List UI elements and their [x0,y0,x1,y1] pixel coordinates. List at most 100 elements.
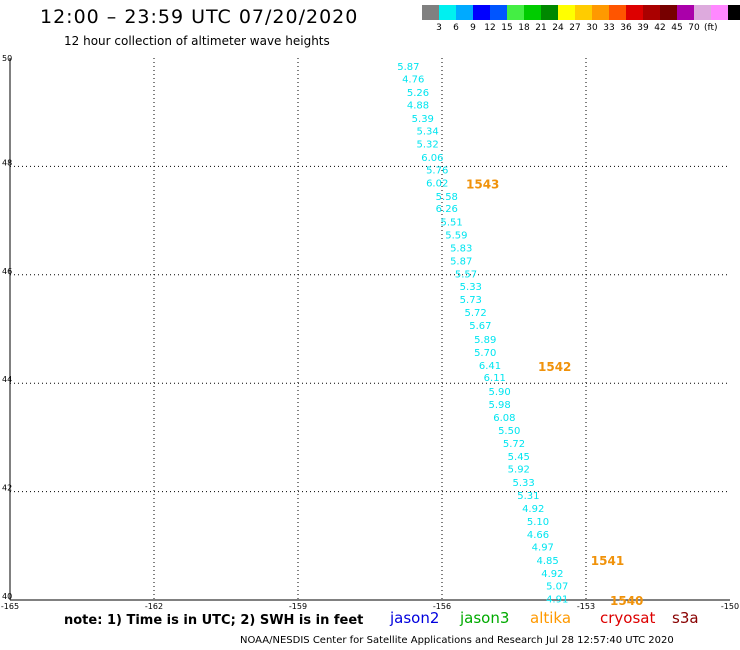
legend-swatch [728,5,740,20]
legend-label: 36 [620,23,632,33]
wave-height-value: 5.33 [512,478,534,489]
x-tick-label: -165 [1,602,19,611]
y-tick-label: 46 [2,267,12,276]
legend-swatch [422,5,439,20]
wave-height-value: 5.32 [416,140,438,151]
wave-height-value: 5.87 [450,257,472,268]
legend-swatch [541,5,558,20]
wave-height-value: 6.11 [484,373,506,384]
pass-number-label: 1543 [466,178,499,192]
wave-height-value: 5.59 [445,231,467,242]
legend-swatch [558,5,575,20]
wave-height-value: 5.72 [503,439,525,450]
wave-height-value: 5.34 [416,127,438,138]
legend-swatch [660,5,677,20]
satellite-jason3: jason3 [460,609,510,627]
wave-height-value: 5.31 [517,491,539,502]
wave-height-value: 5.51 [440,218,462,229]
legend-swatch [677,5,694,20]
pass-number-label: 1542 [538,360,571,374]
legend-label: 39 [637,23,649,33]
legend-swatch [439,5,456,20]
y-tick-label: 42 [2,484,12,493]
wave-height-value: 4.91 [546,594,568,605]
wave-height-value: 6.08 [493,413,515,424]
wave-height-value: 5.10 [527,517,549,528]
legend-swatch [524,5,541,20]
satellite-jason2: jason2 [390,609,440,627]
wave-height-value: 5.39 [412,114,434,125]
wave-height-value: 4.85 [536,556,558,567]
legend-swatch [592,5,609,20]
wave-height-value: 4.92 [541,569,563,580]
wave-height-value: 4.76 [402,75,424,86]
legend-label: 27 [569,23,581,33]
legend-swatch [490,5,507,20]
legend-swatch [456,5,473,20]
legend-label: 42 [654,23,666,33]
legend-label: 45 [671,23,683,33]
legend-swatch [575,5,592,20]
wave-height-value: 5.45 [508,452,530,463]
legend-label: 21 [535,23,547,33]
chart-subtitle: 12 hour collection of altimeter wave hei… [64,34,330,48]
wave-height-value: 5.33 [460,282,482,293]
pass-number-label: 1540 [610,594,643,608]
legend-label: 30 [586,23,598,33]
wave-height-value: 6.41 [479,361,501,372]
x-tick-label: -150 [721,602,739,611]
legend-swatch [473,5,490,20]
chart-title: 12:00 – 23:59 UTC 07/20/2020 [40,6,359,28]
legend-label: 6 [453,23,459,33]
legend-label: 70 [688,23,700,33]
wave-height-value: 5.07 [546,581,568,592]
wave-height-value: 5.72 [464,308,486,319]
wave-height-value: 5.73 [460,295,482,306]
wave-height-value: 5.70 [474,348,496,359]
x-tick-label: -162 [145,602,163,611]
legend-label: 33 [603,23,615,33]
legend-label: 12 [484,23,496,33]
satellite-s3a: s3a [672,609,699,627]
wave-height-value: 6.26 [436,204,458,215]
wave-height-value: 5.76 [426,166,448,177]
legend-swatch [626,5,643,20]
y-tick-label: 44 [2,375,12,384]
legend-label: 18 [518,23,530,33]
pass-number-label: 1541 [591,554,624,568]
wave-height-value: 4.66 [527,530,549,541]
wave-height-value: 5.83 [450,244,472,255]
wave-height-value: 5.92 [508,464,530,475]
wave-height-value: 5.98 [488,400,510,411]
wave-height-value: 5.50 [498,426,520,437]
legend-label: 24 [552,23,564,33]
wave-height-value: 4.97 [532,542,554,553]
y-tick-label: 50 [2,54,12,63]
wave-height-value: 5.58 [436,192,458,203]
legend-swatch [507,5,524,20]
wave-height-value: 5.87 [397,62,419,73]
y-tick-label: 40 [2,592,12,601]
wave-height-value: 5.67 [469,321,491,332]
x-tick-label: -159 [289,602,307,611]
y-tick-label: 48 [2,158,12,167]
x-tick-label: -156 [433,602,451,611]
wave-height-value: 5.57 [455,270,477,281]
wave-height-value: 4.92 [522,504,544,515]
satellite-altika: altika [530,609,572,627]
legend-swatch [609,5,626,20]
wave-height-value: 6.06 [421,153,443,164]
legend-label: 9 [470,23,476,33]
wave-height-value: 4.88 [407,101,429,112]
wave-height-value: 5.90 [488,387,510,398]
legend-label: 3 [436,23,442,33]
note-text: note: 1) Time is in UTC; 2) SWH is in fe… [64,613,364,628]
wave-height-value: 6.02 [426,179,448,190]
legend-swatch [711,5,728,20]
legend-swatch [643,5,660,20]
legend-unit: (ft) [704,23,718,33]
x-tick-label: -153 [577,602,595,611]
satellite-cryosat: cryosat [600,609,656,627]
legend-label: 15 [501,23,513,33]
